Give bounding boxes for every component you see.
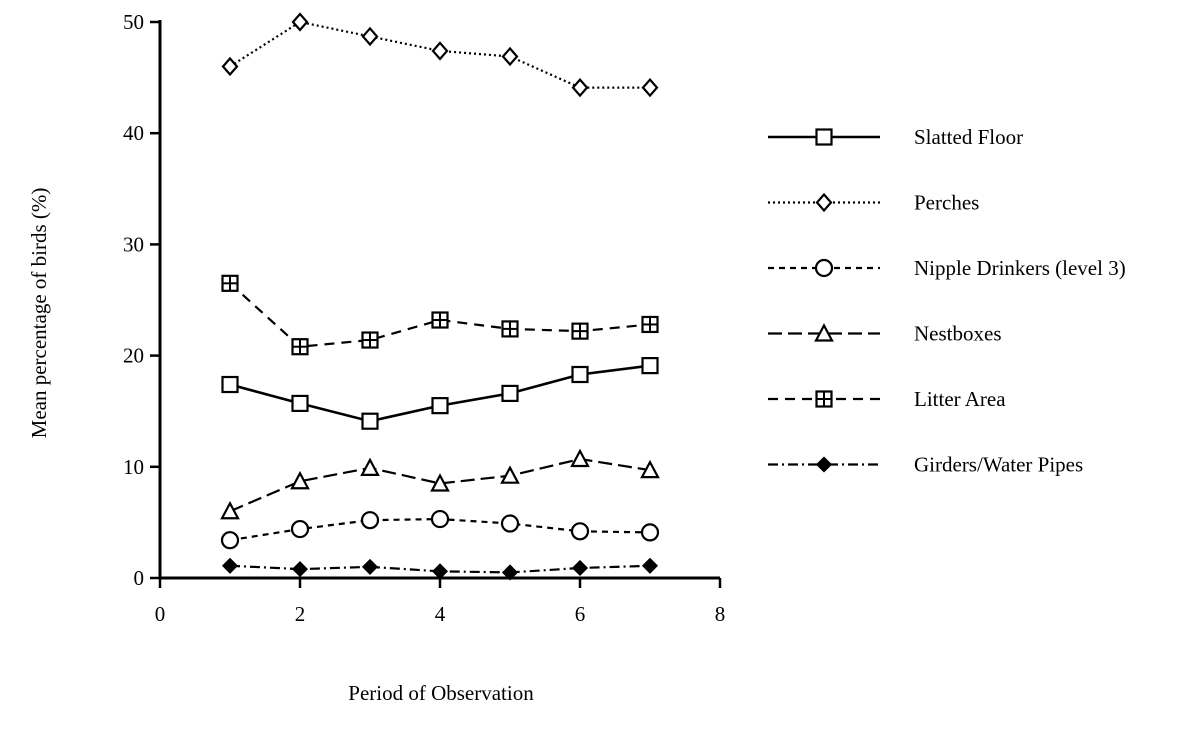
- circle-marker: [290, 519, 310, 539]
- diamond-marker: [221, 56, 239, 77]
- filled-diamond-marker: [291, 561, 309, 578]
- series-girders-water-pipes: [221, 557, 659, 581]
- series-litter-area: [221, 274, 659, 356]
- x-tick-label: 4: [435, 602, 446, 626]
- circle-marker: [570, 522, 590, 541]
- y-tick-label: 40: [123, 121, 144, 145]
- square-marker: [291, 394, 309, 413]
- triangle-marker: [220, 500, 240, 520]
- legend-item: Nipple Drinkers (level 3): [768, 256, 1126, 280]
- diamond-marker: [361, 26, 379, 47]
- circle-marker: [360, 511, 380, 530]
- x-axis-title: Period of Observation: [348, 681, 534, 705]
- triangle-marker: [290, 470, 310, 490]
- y-tick-label: 20: [123, 344, 144, 368]
- triangle-marker: [814, 323, 834, 342]
- triangle-marker: [640, 459, 660, 479]
- legend-item: Girders/Water Pipes: [768, 453, 1083, 477]
- x-tick-label: 0: [155, 602, 166, 626]
- filled-diamond-marker: [641, 557, 659, 574]
- series-slatted-floor: [221, 357, 659, 430]
- diamond-marker: [571, 77, 589, 98]
- legend-label: Perches: [914, 191, 979, 215]
- diamond-marker: [815, 192, 833, 213]
- square-marker: [431, 397, 449, 415]
- axes: 0 10 20 30 40 50 0 2 4 6 8 Period of Observation Mea…: [27, 10, 725, 705]
- triangle-marker: [570, 448, 590, 468]
- legend-label: Girders/Water Pipes: [914, 453, 1083, 477]
- y-tick-label: 30: [123, 232, 144, 256]
- triangle-marker: [430, 473, 450, 492]
- filled-diamond-marker: [431, 563, 449, 580]
- legend-item: Slatted Floor: [768, 125, 1023, 149]
- filled-diamond-marker: [571, 559, 589, 577]
- square-marker: [501, 384, 519, 403]
- y-tick-label: 10: [123, 455, 144, 479]
- square-marker: [571, 365, 589, 384]
- square-marker: [815, 128, 833, 146]
- filled-diamond-marker: [221, 557, 239, 574]
- circle-marker: [640, 523, 660, 542]
- legend-label: Nestboxes: [914, 322, 1002, 346]
- legend-item: Perches: [768, 191, 979, 215]
- legend-label: Nipple Drinkers (level 3): [914, 256, 1126, 280]
- y-axis-title: Mean percentage of birds (%): [27, 188, 51, 439]
- series-nestboxes: [220, 448, 660, 520]
- legend-label: Slatted Floor: [914, 125, 1023, 149]
- square-marker: [641, 357, 659, 375]
- legend-item: Nestboxes: [768, 322, 1002, 346]
- circle-marker: [500, 514, 520, 533]
- circle-marker: [430, 509, 450, 529]
- series-nipple-drinkers-level-3: [220, 509, 660, 550]
- x-tick-label: 6: [575, 602, 586, 626]
- square-marker: [221, 375, 239, 394]
- plot-series: [220, 12, 660, 581]
- square-marker: [361, 412, 379, 430]
- diamond-marker: [641, 77, 659, 98]
- y-tick-label: 0: [134, 566, 145, 590]
- diamond-marker: [501, 46, 519, 67]
- diamond-marker: [431, 41, 449, 61]
- legend-label: Litter Area: [914, 387, 1006, 411]
- legend: Slatted Floor Perches Nipple Drinkers (lev…: [768, 125, 1126, 477]
- triangle-marker: [360, 457, 380, 477]
- triangle-marker: [500, 465, 520, 484]
- x-tick-label: 2: [295, 602, 306, 626]
- circle-marker: [220, 531, 240, 550]
- legend-item: Litter Area: [768, 387, 1006, 411]
- circle-marker: [814, 258, 834, 278]
- filled-diamond-marker: [815, 456, 833, 473]
- diamond-marker: [291, 12, 309, 32]
- series-perches: [221, 12, 659, 98]
- filled-diamond-marker: [361, 558, 379, 575]
- filled-diamond-marker: [501, 564, 519, 581]
- x-tick-label: 8: [715, 602, 726, 626]
- y-tick-label: 50: [123, 10, 144, 34]
